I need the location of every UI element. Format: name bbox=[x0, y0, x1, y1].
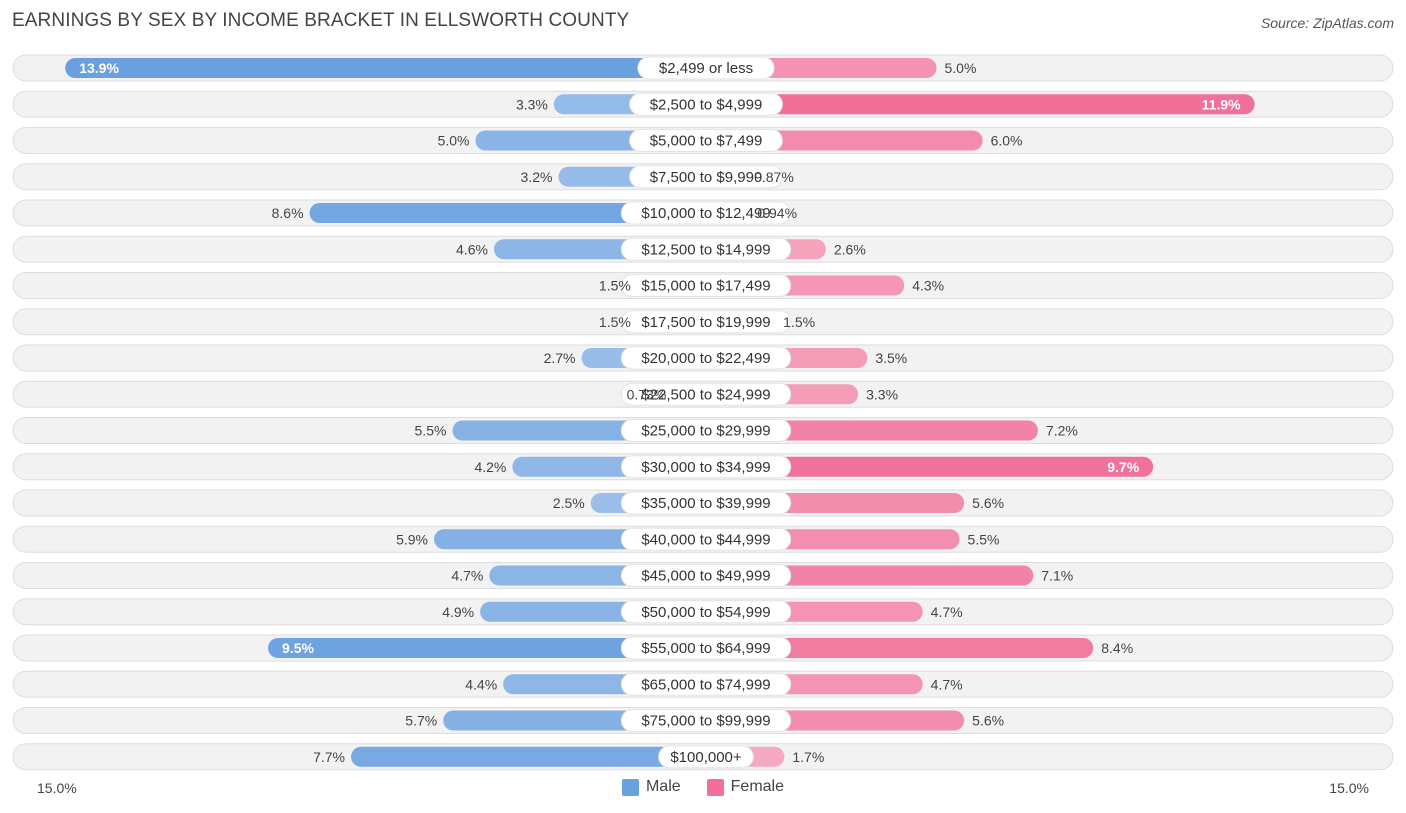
female-value-label: 5.6% bbox=[972, 495, 1004, 511]
category-label-bg bbox=[620, 600, 792, 624]
male-value-label: 4.4% bbox=[465, 676, 497, 692]
female-value-label: 0.94% bbox=[757, 205, 797, 221]
category-label: $10,000 to $12,499 bbox=[641, 205, 770, 222]
category-label: $2,500 to $4,999 bbox=[650, 96, 763, 113]
category-label-bg bbox=[620, 310, 792, 334]
category-label: $40,000 to $44,999 bbox=[641, 531, 770, 548]
category-label: $35,000 to $39,999 bbox=[641, 495, 770, 512]
male-bar bbox=[309, 203, 716, 223]
category-label-bg bbox=[620, 274, 792, 297]
female-value-label: 0.87% bbox=[754, 169, 794, 185]
female-value-label: 1.5% bbox=[783, 314, 815, 330]
male-value-label: 4.2% bbox=[474, 459, 506, 475]
male-value-label: 2.5% bbox=[553, 495, 585, 511]
male-value-label: 5.5% bbox=[415, 423, 447, 439]
category-label-bg bbox=[620, 564, 792, 587]
female-value-label: 4.7% bbox=[931, 604, 963, 620]
female-value-label: 4.3% bbox=[912, 278, 944, 294]
category-label-bg bbox=[620, 382, 792, 406]
male-value-label: 8.6% bbox=[272, 205, 304, 221]
chart-title: EARNINGS BY SEX BY INCOME BRACKET IN ELL… bbox=[12, 10, 630, 31]
male-value-label: 7.7% bbox=[313, 749, 345, 765]
female-swatch bbox=[706, 778, 724, 796]
category-label: $55,000 to $64,999 bbox=[641, 640, 770, 657]
female-value-label: 11.9% bbox=[1202, 96, 1241, 112]
male-value-label: 5.9% bbox=[396, 531, 428, 547]
male-value-label: 1.5% bbox=[599, 278, 631, 294]
female-value-label: 4.7% bbox=[931, 676, 963, 692]
female-value-label: 8.4% bbox=[1101, 640, 1133, 656]
source-attribution: Source: ZipAtlas.com bbox=[1260, 15, 1394, 31]
male-value-label: 3.2% bbox=[521, 169, 553, 185]
category-label-bg bbox=[620, 636, 792, 660]
male-bar bbox=[65, 58, 716, 78]
category-label: $75,000 to $99,999 bbox=[641, 713, 770, 730]
legend-item-male[interactable]: Male bbox=[621, 778, 681, 796]
category-label-bg bbox=[620, 419, 792, 442]
male-value-label: 5.7% bbox=[405, 713, 437, 729]
category-label: $100,000+ bbox=[670, 749, 742, 766]
category-label: $12,500 to $14,999 bbox=[641, 241, 770, 258]
category-label-bg bbox=[620, 672, 792, 696]
male-value-label: 13.9% bbox=[79, 60, 119, 76]
category-label: $30,000 to $34,999 bbox=[641, 459, 770, 476]
male-swatch bbox=[621, 778, 639, 796]
male-bar bbox=[268, 638, 716, 658]
category-label: $17,500 to $19,999 bbox=[641, 314, 770, 331]
female-value-label: 9.7% bbox=[1107, 459, 1139, 475]
category-label: $2,499 or less bbox=[659, 60, 753, 77]
category-label-bg bbox=[620, 491, 792, 515]
legend-female-label: Female bbox=[730, 778, 785, 795]
legend: Male Female bbox=[0, 778, 1406, 796]
female-value-label: 5.0% bbox=[945, 60, 977, 76]
category-label-bg bbox=[620, 709, 792, 732]
male-value-label: 9.5% bbox=[282, 640, 314, 656]
axis-left-label: 15.0% bbox=[37, 780, 77, 796]
category-label: $22,500 to $24,999 bbox=[641, 386, 770, 403]
axis-right-label: 15.0% bbox=[1329, 780, 1369, 796]
male-value-label: 1.5% bbox=[599, 314, 631, 330]
male-value-label: 2.7% bbox=[544, 350, 576, 366]
female-value-label: 3.3% bbox=[866, 386, 898, 402]
female-value-label: 6.0% bbox=[991, 133, 1023, 149]
male-bar bbox=[351, 746, 716, 767]
category-label-bg bbox=[629, 129, 783, 152]
category-label-bg bbox=[629, 92, 783, 116]
female-value-label: 2.6% bbox=[834, 241, 866, 257]
male-value-label: 3.3% bbox=[516, 96, 548, 112]
female-value-label: 5.6% bbox=[972, 713, 1004, 729]
category-label: $15,000 to $17,499 bbox=[641, 278, 770, 295]
female-value-label: 7.2% bbox=[1046, 423, 1078, 439]
category-label-bg bbox=[620, 346, 792, 370]
category-label: $7,500 to $9,999 bbox=[650, 169, 763, 186]
female-value-label: 7.1% bbox=[1041, 568, 1073, 584]
category-label-bg bbox=[620, 237, 792, 261]
female-value-label: 1.7% bbox=[792, 749, 824, 765]
female-value-label: 5.5% bbox=[968, 531, 1000, 547]
legend-item-female[interactable]: Female bbox=[706, 778, 785, 796]
category-label: $50,000 to $54,999 bbox=[641, 604, 770, 621]
female-bar bbox=[696, 456, 1154, 477]
category-label: $5,000 to $7,499 bbox=[650, 133, 763, 150]
male-value-label: 5.0% bbox=[438, 133, 470, 149]
female-bar bbox=[696, 638, 1094, 658]
male-value-label: 4.9% bbox=[442, 604, 474, 620]
category-label: $20,000 to $22,499 bbox=[641, 350, 770, 367]
category-label-bg bbox=[620, 201, 792, 225]
category-label: $45,000 to $49,999 bbox=[641, 568, 770, 585]
category-label-bg bbox=[620, 455, 792, 479]
category-label: $25,000 to $29,999 bbox=[641, 423, 770, 440]
category-label-bg bbox=[658, 745, 754, 769]
female-value-label: 3.5% bbox=[875, 350, 907, 366]
female-bar bbox=[696, 94, 1255, 115]
category-label-bg bbox=[637, 56, 775, 80]
legend-male-label: Male bbox=[645, 778, 681, 795]
male-value-label: 4.6% bbox=[456, 241, 488, 257]
category-label-bg bbox=[629, 165, 783, 189]
category-label-bg bbox=[620, 527, 792, 551]
male-value-label: 4.7% bbox=[451, 568, 483, 584]
category-label: $65,000 to $74,999 bbox=[641, 676, 770, 693]
male-value-label: 0.73% bbox=[627, 386, 667, 402]
